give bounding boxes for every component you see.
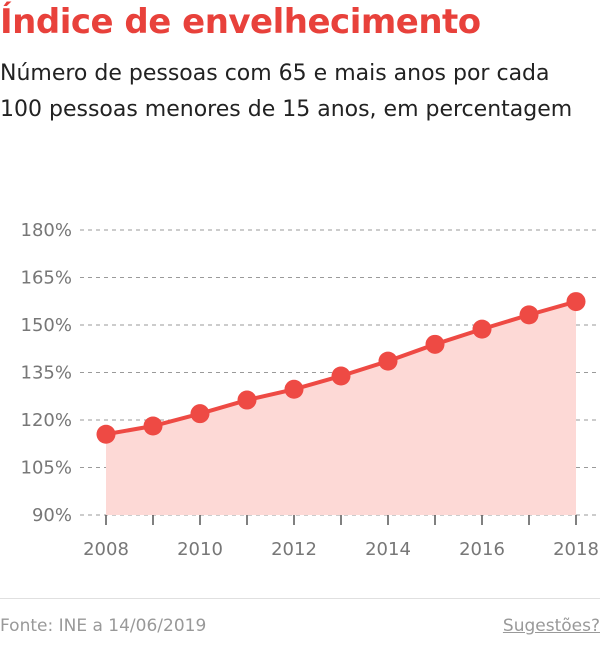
source-note: Fonte: INE a 14/06/2019 xyxy=(0,616,207,636)
y-tick-label: 105% xyxy=(21,458,72,479)
data-point xyxy=(190,404,210,424)
chart-subtitle: Número de pessoas com 65 e mais anos por… xyxy=(0,61,573,122)
y-tick-label: 90% xyxy=(32,505,72,526)
x-axis: 2008 2010 2012 2014 2016 2018 xyxy=(83,515,599,560)
data-point xyxy=(143,416,163,436)
points-layer xyxy=(96,292,586,444)
area-fill xyxy=(106,301,576,515)
data-point xyxy=(284,379,304,399)
x-tick-label: 2018 xyxy=(553,539,599,560)
x-tick-label: 2012 xyxy=(271,539,317,560)
data-point xyxy=(237,390,257,410)
data-point xyxy=(566,292,586,312)
data-point xyxy=(331,366,351,386)
y-axis-labels: 90% 105% 120% 135% 150% 165% 180% xyxy=(21,220,72,526)
data-point xyxy=(519,305,539,325)
suggestions-link[interactable]: Sugestões? xyxy=(502,616,600,636)
x-tick-label: 2016 xyxy=(459,539,505,560)
area-layer xyxy=(106,301,576,515)
footer-divider xyxy=(0,598,600,599)
chart-title: Índice de envelhecimento xyxy=(0,2,481,42)
data-point xyxy=(425,334,445,354)
data-point xyxy=(378,351,398,371)
x-tick-label: 2010 xyxy=(177,539,223,560)
y-tick-label: 150% xyxy=(21,315,72,336)
data-point xyxy=(472,319,492,339)
y-tick-label: 165% xyxy=(21,268,72,289)
x-tick-label: 2008 xyxy=(83,539,129,560)
y-tick-label: 180% xyxy=(21,220,72,241)
y-tick-label: 135% xyxy=(21,363,72,384)
data-point xyxy=(96,424,116,444)
line-area-chart: 2008 2010 2012 2014 2016 2018 90% 105% 120% 135%… xyxy=(21,220,600,560)
x-tick-label: 2014 xyxy=(365,539,411,560)
y-tick-label: 120% xyxy=(21,410,72,431)
